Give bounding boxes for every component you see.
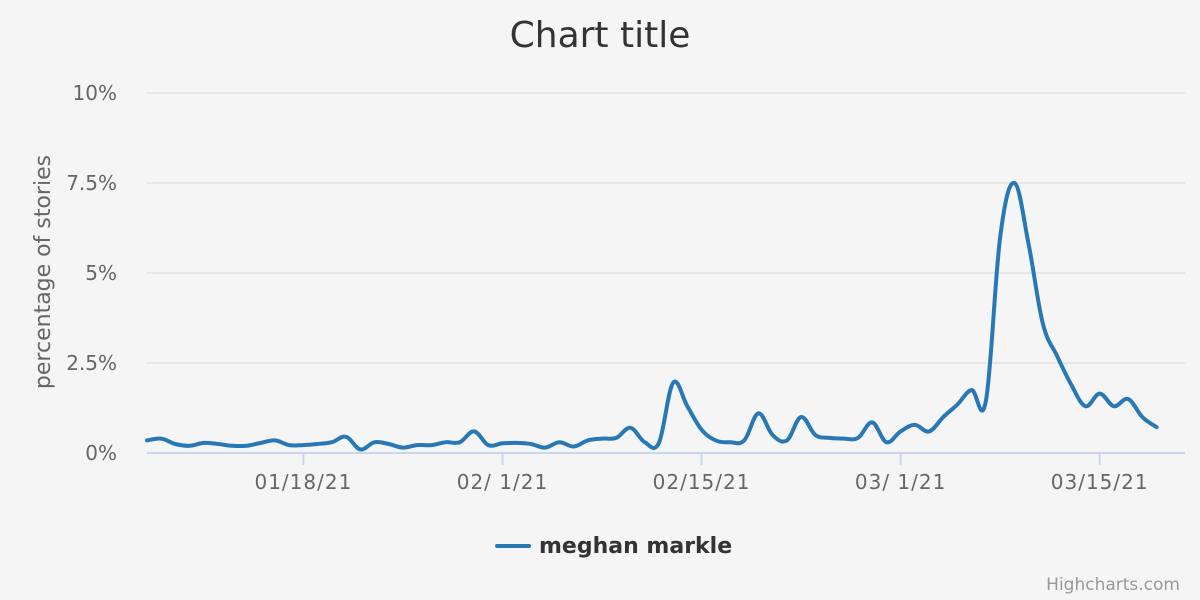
legend-label[interactable]: meghan markle: [539, 534, 732, 559]
x-tick-layer: 01/18/21 02/ 1/21 02/15/21 03/ 1/21 03/15/21: [147, 452, 1185, 494]
credits-link[interactable]: Highcharts.com: [1046, 575, 1180, 595]
series-layer[interactable]: [145, 181, 1159, 452]
legend[interactable]: meghan markle: [495, 534, 732, 559]
y-tick-label: 2.5%: [66, 351, 117, 375]
grid-layer: [147, 92, 1185, 364]
y-tick-label: 7.5%: [66, 171, 117, 195]
y-tick-label: 10%: [73, 81, 117, 105]
y-axis-label: percentage of stories: [31, 155, 56, 389]
x-tick-label: 03/15/21: [1051, 470, 1149, 494]
y-tick-label: 5%: [85, 261, 117, 285]
x-tick-label: 02/ 1/21: [457, 470, 548, 494]
x-tick-label: 01/18/21: [254, 470, 352, 494]
x-tick-label: 03/ 1/21: [855, 470, 946, 494]
y-tick-layer: 0% 2.5% 5% 7.5% 10%: [66, 81, 117, 465]
series-line[interactable]: [145, 181, 1159, 452]
y-tick-label: 0%: [85, 441, 117, 465]
chart-title: Chart title: [510, 15, 691, 56]
x-tick-label: 02/15/21: [653, 470, 751, 494]
